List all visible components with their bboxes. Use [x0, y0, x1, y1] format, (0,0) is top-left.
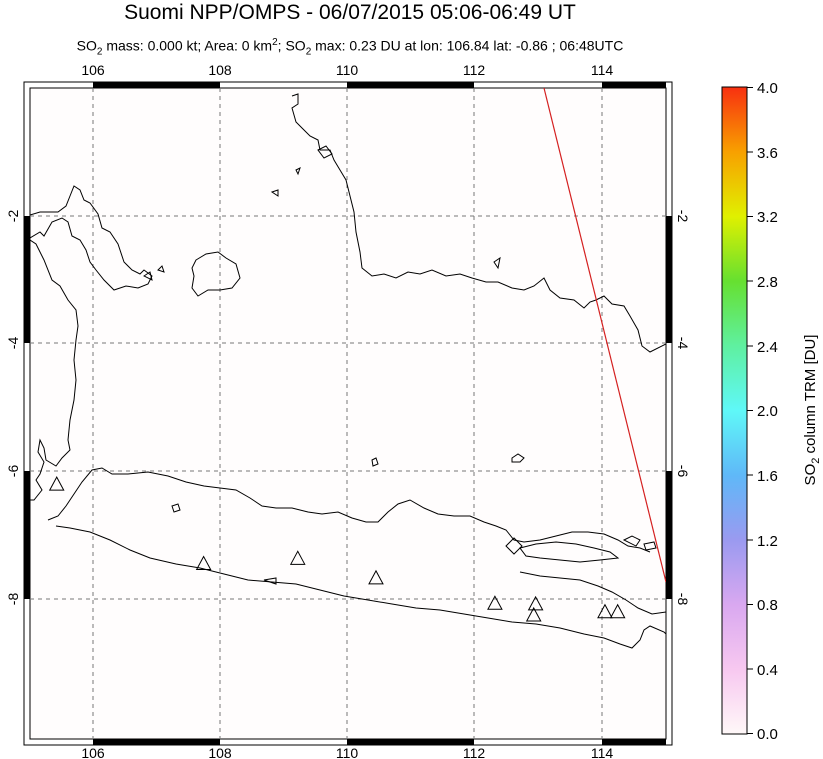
bali-coast — [519, 571, 666, 615]
lon-tick-bottom-112: 112 — [463, 745, 486, 759]
colorbar-tick-1.2: 1.2 — [757, 533, 778, 550]
karimunjawa-islet — [371, 457, 379, 467]
volcano-marker-2 — [195, 555, 212, 571]
lon-tick-top-106: 106 — [81, 62, 105, 78]
lat-tick-left-2: -2 — [5, 210, 21, 223]
lon-tick-bottom-110: 110 — [336, 745, 359, 759]
frame-border-bars — [24, 82, 672, 745]
colorbar-tick-0.0: 0.0 — [757, 726, 778, 743]
map-subtitle: SO2 mass: 0.000 kt; Area: 0 km2; SO2 max… — [76, 37, 624, 58]
sumatra-southeast-coastline — [30, 239, 79, 501]
lon-tick-top-114: 114 — [591, 62, 614, 78]
kangean-islets — [622, 535, 641, 547]
lon-tick-bottom-108: 108 — [208, 745, 232, 759]
map-area — [29, 87, 667, 740]
gridlines — [30, 88, 666, 739]
lon-tick-top-110: 110 — [336, 62, 359, 78]
volcano-marker-7 — [525, 606, 542, 622]
colorbar-tick-3.6: 3.6 — [757, 145, 778, 162]
lat-tick-left-4: -4 — [5, 337, 21, 350]
madura-island — [519, 541, 620, 563]
lat-tick-right-6: -6 — [675, 465, 691, 478]
lon-tick-top-108: 108 — [208, 62, 232, 78]
surabaya-marker — [505, 537, 523, 555]
lon-tick-top-112: 112 — [463, 62, 486, 78]
colorbar-tick-2.8: 2.8 — [757, 274, 778, 291]
colorbar-tick-4.0: 4.0 — [757, 80, 778, 97]
lat-tick-left-8: -8 — [5, 593, 21, 606]
lon-tick-bottom-106: 106 — [81, 745, 105, 759]
lat-tick-right-2: -2 — [675, 210, 691, 223]
swath-edge-line — [543, 88, 666, 583]
lon-tick-bottom-114: 114 — [591, 745, 614, 759]
java-north-coastline — [47, 467, 651, 553]
volcano-marker-9 — [609, 603, 626, 619]
karimata-island — [317, 145, 333, 159]
colorbar-tick-1.6: 1.6 — [757, 468, 778, 485]
volcano-marker-5 — [487, 595, 503, 610]
bawean-island — [511, 453, 525, 463]
thousand-islands — [171, 503, 181, 513]
map-title: Suomi NPP/OMPS - 06/07/2015 05:06-06:49 … — [124, 1, 576, 24]
small-island-2 — [270, 189, 279, 197]
colorbar-tick-0.4: 0.4 — [757, 662, 778, 679]
bangka-island — [191, 251, 241, 297]
lat-tick-right-4: -4 — [675, 337, 691, 350]
volcano-marker-8 — [597, 603, 613, 619]
colorbar-tick-0.8: 0.8 — [757, 597, 778, 614]
colorbar-axis-label: SO2 column TRM [DU] — [802, 335, 822, 486]
small-island-3 — [143, 271, 153, 281]
kangean-islets-2 — [643, 541, 657, 551]
nusakambangan-island — [263, 577, 277, 585]
colorbar — [721, 86, 748, 735]
borneo-coastline — [291, 93, 666, 353]
borneo-islet-2 — [295, 167, 301, 176]
small-island-1 — [157, 265, 165, 273]
java-south-coastline — [55, 525, 666, 649]
volcano-marker-1 — [48, 476, 65, 491]
colorbar-ticks — [747, 87, 753, 734]
volcano-marker-6 — [527, 595, 544, 611]
volcano-marker-4 — [368, 569, 384, 585]
volcano-markers — [48, 476, 626, 622]
borneo-islet-1 — [493, 256, 501, 270]
lat-tick-right-8: -8 — [675, 593, 691, 606]
lat-tick-left-6: -6 — [5, 465, 21, 478]
colorbar-tick-3.2: 3.2 — [757, 209, 778, 226]
volcano-marker-3 — [289, 550, 306, 565]
colorbar-tick-2.4: 2.4 — [757, 339, 778, 356]
colorbar-tick-2.0: 2.0 — [757, 403, 778, 420]
